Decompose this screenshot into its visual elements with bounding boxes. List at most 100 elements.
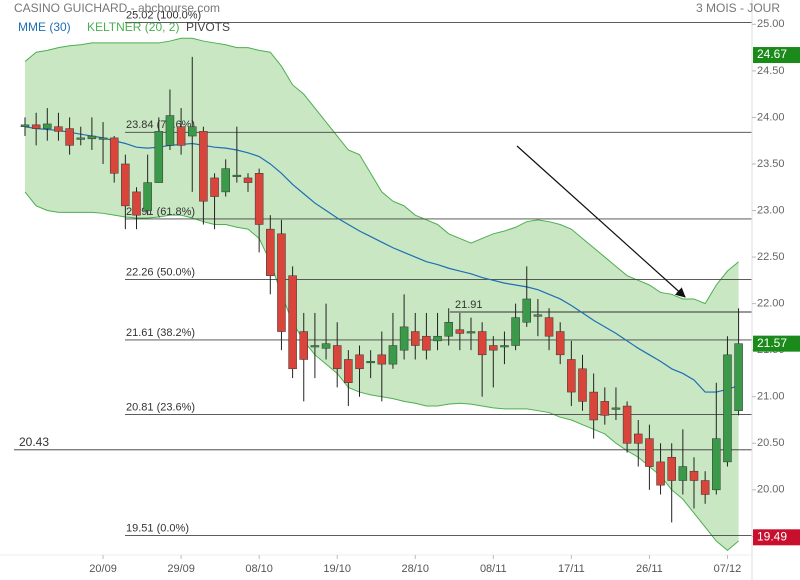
candle-body bbox=[43, 123, 52, 129]
candle-body bbox=[444, 321, 453, 337]
candle-body bbox=[712, 438, 721, 491]
y-tick-label: 22.00 bbox=[757, 298, 785, 310]
x-tick-label: 08/11 bbox=[480, 563, 507, 575]
pivot-label: 25.02 (100.0%) bbox=[126, 9, 201, 21]
candle-body bbox=[188, 126, 197, 137]
candle-body bbox=[377, 354, 387, 365]
candle-body bbox=[667, 456, 676, 481]
candle-body bbox=[645, 438, 654, 467]
candle-body bbox=[221, 168, 230, 193]
candle-body bbox=[154, 131, 164, 183]
x-tick-label: 29/09 bbox=[167, 563, 195, 575]
candle-body bbox=[121, 163, 130, 207]
pivot-label: 21.61 (38.2%) bbox=[126, 327, 195, 339]
price-tag-label: 21.57 bbox=[757, 336, 787, 350]
candle-body bbox=[98, 137, 108, 140]
price-tag bbox=[753, 47, 800, 64]
candle-body bbox=[723, 354, 732, 463]
candle-body bbox=[567, 359, 576, 393]
candle-body bbox=[399, 326, 409, 351]
candle-body bbox=[455, 329, 465, 334]
legend-entry: KELTNER (20, 2) bbox=[87, 20, 179, 34]
candle-body bbox=[656, 461, 665, 486]
candle-body bbox=[266, 228, 275, 276]
x-tick-label: 08/10 bbox=[245, 563, 273, 575]
candle-body bbox=[277, 233, 286, 332]
y-tick-label: 20.50 bbox=[757, 437, 785, 449]
candle-body bbox=[76, 137, 85, 140]
chart-title: CASINO GUICHARD - abcbourse.com bbox=[14, 1, 220, 15]
price-tag bbox=[753, 529, 800, 546]
trend-arrow bbox=[516, 145, 686, 298]
candle-body bbox=[210, 177, 219, 197]
x-tick-label: 26/11 bbox=[636, 563, 663, 575]
line-layer bbox=[24, 126, 739, 393]
price-tag bbox=[753, 335, 800, 352]
pivot-label: 22.91 (61.8%) bbox=[126, 206, 195, 218]
x-tick-label: 07/12 bbox=[714, 563, 742, 575]
band-layer bbox=[24, 37, 739, 551]
candle-body bbox=[734, 343, 743, 411]
keltner-upper bbox=[24, 37, 739, 305]
candle-body bbox=[489, 345, 498, 351]
candle-body bbox=[321, 343, 331, 349]
x-tick-label: 28/10 bbox=[401, 563, 429, 575]
candle-body bbox=[689, 470, 699, 481]
grid-layer: 25.02 (100.0%)23.84 (78.6%)22.91 (61.8%)… bbox=[14, 9, 752, 536]
pivot-label: 22.26 (50.0%) bbox=[126, 266, 195, 278]
price-tag-label: 19.49 bbox=[757, 529, 787, 543]
candle-body bbox=[199, 131, 208, 202]
candle-body bbox=[87, 135, 97, 140]
candle-body bbox=[355, 354, 364, 370]
candle-body bbox=[310, 345, 320, 348]
candle-body bbox=[544, 317, 554, 337]
candle-body bbox=[700, 480, 710, 495]
candle-body bbox=[31, 124, 41, 129]
mme-line bbox=[24, 126, 739, 393]
candle-body bbox=[477, 331, 487, 356]
candle-body bbox=[555, 331, 565, 356]
candle-body bbox=[109, 137, 119, 174]
y-tick-label: 23.50 bbox=[757, 158, 785, 170]
candle-body bbox=[522, 298, 531, 323]
candle-body bbox=[533, 314, 543, 317]
y-tick-label: 24.00 bbox=[757, 111, 785, 123]
candle-body bbox=[511, 317, 520, 346]
price-tag-label: 24.67 bbox=[757, 47, 787, 61]
candle-body bbox=[589, 391, 598, 421]
candle-body bbox=[388, 345, 398, 365]
candle-body bbox=[600, 401, 610, 416]
y-tick-label: 21.00 bbox=[757, 391, 785, 403]
keltner-band bbox=[25, 38, 739, 551]
candle-body bbox=[578, 368, 587, 402]
pivot-label: 20.81 (23.6%) bbox=[126, 401, 195, 413]
legend-entry: MME (30) bbox=[18, 20, 71, 34]
candle-body bbox=[254, 173, 264, 225]
legend-entry: PIVOTS bbox=[186, 20, 230, 34]
candle-body bbox=[634, 433, 643, 444]
candle-body bbox=[466, 331, 476, 334]
candle-body bbox=[232, 174, 242, 177]
chart-subtitle: 3 MOIS - JOUR bbox=[696, 1, 780, 15]
candle-body bbox=[243, 177, 253, 183]
candle-body bbox=[344, 359, 353, 384]
y-tick-label: 23.00 bbox=[757, 204, 785, 216]
x-tick-label: 20/09 bbox=[89, 563, 117, 575]
pivot-label: 19.51 (0.0%) bbox=[126, 522, 189, 534]
candle-body bbox=[366, 361, 375, 364]
candle-body bbox=[611, 407, 621, 410]
x-tick-label: 19/10 bbox=[323, 563, 351, 575]
level-label: 21.91 bbox=[455, 299, 483, 311]
candle-body bbox=[143, 182, 152, 211]
candle-body bbox=[176, 126, 186, 146]
y-tick-label: 25.00 bbox=[757, 18, 785, 30]
candle-body bbox=[332, 345, 342, 370]
y-tick-label: 22.50 bbox=[757, 251, 785, 263]
x-tick-label: 17/11 bbox=[558, 563, 585, 575]
candle-body bbox=[288, 275, 297, 370]
candle-body bbox=[622, 405, 632, 444]
candle-body bbox=[132, 191, 141, 216]
candle-body bbox=[422, 335, 431, 351]
